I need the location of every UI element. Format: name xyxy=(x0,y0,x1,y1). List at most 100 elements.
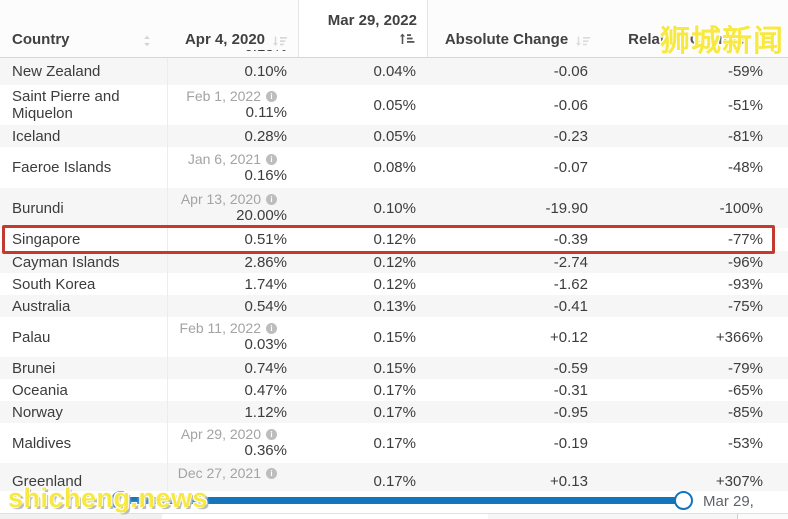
country-cell: South Korea xyxy=(0,273,168,295)
table-row[interactable]: Iceland 0.28% 0.05% -0.23 -81% xyxy=(0,125,788,147)
table-row[interactable]: Palau Feb 11, 2022 i 0.03% 0.15% +0.12 +3… xyxy=(0,317,788,357)
table-row[interactable]: New Zealand 0.10% 0.04% -0.06 -59% xyxy=(0,58,788,85)
mar29-value: 0.15% xyxy=(373,328,416,346)
country-cell: Norway xyxy=(0,401,168,423)
column-header-mar-29-2022-active[interactable]: Mar 29, 2022 xyxy=(298,0,428,57)
absolute-change-value: -0.31 xyxy=(553,381,588,399)
table-row[interactable]: Oceania 0.47% 0.17% -0.31 -65% xyxy=(0,379,788,401)
info-icon[interactable]: i xyxy=(266,468,277,479)
column-header-mar29-label: Mar 29, 2022 xyxy=(327,12,417,29)
country-cell: Palau xyxy=(0,317,168,357)
country-cell: Maldives xyxy=(0,423,168,463)
timeline-slider-right-handle[interactable] xyxy=(674,491,693,510)
relative-change-value: -85% xyxy=(727,403,763,421)
absolute-change-value: +0.12 xyxy=(550,328,588,346)
sort-icon[interactable] xyxy=(141,34,154,48)
table-row[interactable]: Brunei 0.74% 0.15% -0.59 -79% xyxy=(0,357,788,379)
absolute-change-value: -0.95 xyxy=(553,403,588,421)
mar29-value: 0.08% xyxy=(373,159,416,176)
mar29-value: 0.17% xyxy=(373,434,416,452)
table-row[interactable]: Faeroe Islands Jan 6, 2021 i 0.16% 0.08% … xyxy=(0,147,788,188)
column-header-country[interactable]: Country xyxy=(0,0,168,57)
relative-change-value: -51% xyxy=(727,96,763,114)
apr4-value: 1.74% xyxy=(244,275,287,293)
country-cell: Oceania xyxy=(0,379,168,401)
relative-change-value: +366% xyxy=(715,328,763,346)
absolute-change-value: -0.23 xyxy=(553,127,588,145)
timeline-slider-track[interactable] xyxy=(120,497,683,504)
mar29-value: 0.10% xyxy=(373,199,416,217)
apr4-value: 0.54% xyxy=(244,297,287,315)
info-icon[interactable]: i xyxy=(266,153,277,165)
absolute-change-value: -0.19 xyxy=(553,434,588,452)
sort-icon[interactable] xyxy=(272,35,288,48)
mar29-value: 0.12% xyxy=(373,231,416,248)
info-icon[interactable]: i xyxy=(266,194,277,205)
column-header-rel-label: Relative Change xyxy=(628,31,745,48)
absolute-change-value: -0.06 xyxy=(553,96,588,114)
relative-change-value: -75% xyxy=(727,297,763,315)
column-header-absolute-change[interactable]: Absolute Change xyxy=(428,0,608,57)
table-row[interactable]: Norway 1.12% 0.17% -0.95 -85% xyxy=(0,401,788,423)
relative-change-value: -53% xyxy=(727,434,763,452)
table-body: New Zealand 0.10% 0.04% -0.06 -59% Saint… xyxy=(0,58,788,513)
apr4-value: 0.10% xyxy=(244,63,287,80)
measurement-date: Jan 6, 2021 xyxy=(187,150,261,167)
column-header-abs-label: Absolute Change xyxy=(444,31,569,48)
cutoff-segment xyxy=(488,514,738,519)
apr4-value: 0.03% xyxy=(244,336,287,353)
country-cell: Burundi xyxy=(0,188,168,228)
sort-icon[interactable] xyxy=(752,35,768,48)
apr4-value: 20.00% xyxy=(236,207,287,224)
mar29-value: 0.05% xyxy=(373,96,416,114)
relative-change-value: +307% xyxy=(715,473,763,490)
table-row[interactable]: Burundi Apr 13, 2020 i 20.00% 0.10% -19.9… xyxy=(0,188,788,228)
country-cell: New Zealand xyxy=(0,58,168,85)
table-header-row: Country Apr 4, 2020 Mar 29, 2022 Absolut… xyxy=(0,0,788,58)
absolute-change-value: -0.39 xyxy=(553,231,588,248)
apr4-value: 0.74% xyxy=(244,359,287,377)
info-icon[interactable]: i xyxy=(266,429,277,440)
relative-change-value: -48% xyxy=(727,159,763,176)
mar29-value: 0.15% xyxy=(373,359,416,377)
measurement-date: Feb 1, 2022 xyxy=(186,88,261,104)
relative-change-value: -100% xyxy=(719,199,763,217)
table-row[interactable]: Cayman Islands 2.86% 0.12% -2.74 -96% xyxy=(0,251,788,273)
mar29-value: 0.12% xyxy=(373,275,416,293)
absolute-change-value: -0.41 xyxy=(553,297,588,315)
sort-icon[interactable] xyxy=(575,35,591,48)
country-cell: Brunei xyxy=(0,357,168,379)
country-cell: Australia xyxy=(0,295,168,317)
table-row[interactable]: Australia 0.54% 0.13% -0.41 -75% xyxy=(0,295,788,317)
measurement-date: Feb 11, 2022 xyxy=(179,320,261,336)
sort-ascending-icon[interactable] xyxy=(399,32,415,46)
info-icon[interactable]: i xyxy=(266,323,277,334)
info-icon[interactable]: i xyxy=(266,91,277,102)
column-header-apr4-label: Apr 4, 2020 xyxy=(184,31,265,48)
apr4-value: 0.11% xyxy=(245,104,287,121)
timeline-slider-left-handle[interactable] xyxy=(111,491,130,510)
table-row[interactable]: South Korea 1.74% 0.12% -1.62 -93% xyxy=(0,273,788,295)
measurement-date: Apr 29, 2020 xyxy=(180,426,261,442)
mar29-value: 0.17% xyxy=(373,403,416,421)
absolute-change-value: -0.59 xyxy=(553,359,588,377)
cutoff-segment xyxy=(0,514,163,519)
column-header-apr-4-2020[interactable]: Apr 4, 2020 xyxy=(168,0,298,57)
apr4-value: 1.12% xyxy=(244,403,287,421)
table-row-singapore-highlighted[interactable]: Singapore 0.51% 0.12% -0.39 -77% xyxy=(0,228,788,251)
measurement-date: Dec 27, 2021 xyxy=(177,465,261,481)
absolute-change-value: -0.07 xyxy=(553,159,588,176)
table-row[interactable]: Saint Pierre and Miquelon Feb 1, 2022 i 0… xyxy=(0,85,788,125)
table-row[interactable]: Maldives Apr 29, 2020 i 0.36% 0.17% -0.19… xyxy=(0,423,788,463)
column-header-relative-change[interactable]: Relative Change xyxy=(608,0,788,57)
relative-change-value: -65% xyxy=(727,381,763,399)
apr4-value: 2.86% xyxy=(244,253,287,271)
cutoff-bottom-controls xyxy=(0,513,788,519)
relative-change-value: -96% xyxy=(727,253,763,271)
cutoff-segment xyxy=(162,514,489,519)
relative-change-value: -81% xyxy=(727,127,763,145)
apr4-value: 0.47% xyxy=(244,381,287,399)
absolute-change-value: -19.90 xyxy=(545,199,588,217)
column-header-country-label: Country xyxy=(12,31,70,48)
